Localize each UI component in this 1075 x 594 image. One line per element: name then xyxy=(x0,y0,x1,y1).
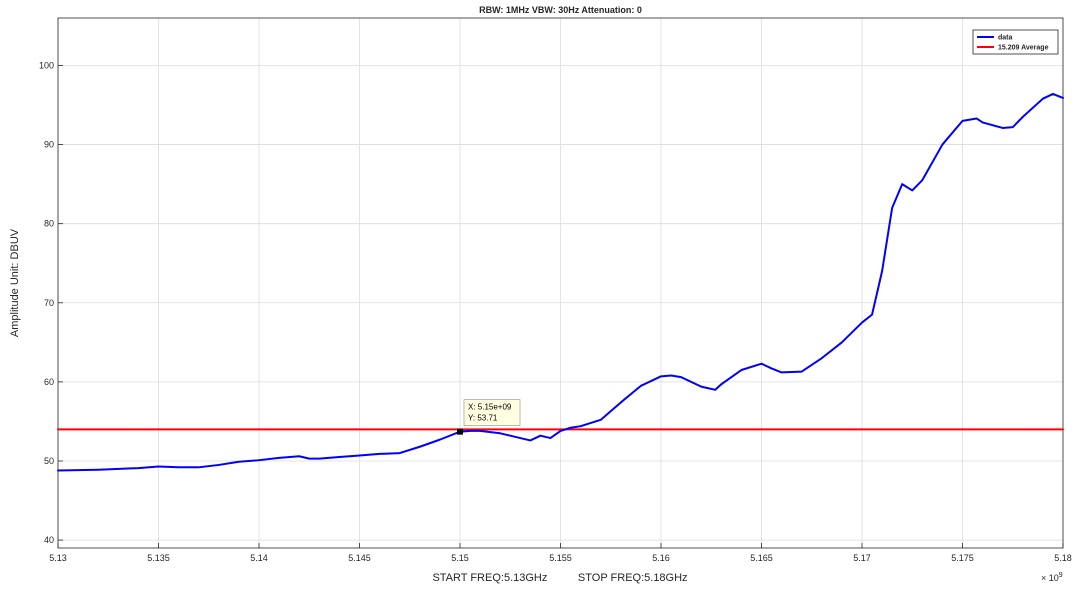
x-tick-label: 5.13 xyxy=(49,553,67,563)
x-tick-label: 5.16 xyxy=(652,553,670,563)
datatip-y-label: Y: 53.71 xyxy=(468,414,498,423)
x-tick-label: 5.175 xyxy=(951,553,974,563)
x-tick-label: 5.14 xyxy=(250,553,268,563)
legend-label-data: data xyxy=(998,35,1013,42)
datatip-layer[interactable]: X: 5.15e+09 Y: 53.71 xyxy=(457,399,521,435)
x-axis-exponent: × 109 xyxy=(1041,572,1063,583)
x-tick-label: 5.165 xyxy=(750,553,773,563)
datatip-x-label: X: 5.15e+09 xyxy=(468,403,512,412)
y-tick-label: 90 xyxy=(44,140,54,150)
x-tick-label: 5.17 xyxy=(853,553,871,563)
x-tick-label: 5.15 xyxy=(451,553,469,563)
x-tick-label: 5.155 xyxy=(549,553,572,563)
x-axis-label: START FREQ:5.13GHz STOP FREQ:5.18GHz xyxy=(432,572,687,584)
y-tick-label: 50 xyxy=(44,456,54,466)
x-exponent-power: 9 xyxy=(1059,572,1063,579)
y-axis-label: Amplitude Unit: DBUV xyxy=(9,228,21,337)
series-layer xyxy=(57,92,1064,472)
datatip-box xyxy=(463,399,521,426)
x-exponent-base: × 10 xyxy=(1041,573,1059,583)
x-tick-label: 5.145 xyxy=(348,553,371,563)
legend[interactable]: data 15.209 Average xyxy=(972,29,1059,55)
x-tick-label: 5.18 xyxy=(1054,553,1072,563)
x-tick-label: 5.135 xyxy=(147,553,170,563)
y-tick-label: 60 xyxy=(44,377,54,387)
y-tick-label: 100 xyxy=(39,60,54,70)
legend-label-average: 15.209 Average xyxy=(998,45,1049,52)
chart-title: RBW: 1MHz VBW: 30Hz Attenuation: 0 xyxy=(479,5,642,15)
legend-box xyxy=(972,29,1059,55)
y-tick-label: 40 xyxy=(44,535,54,545)
y-tick-label: 80 xyxy=(44,219,54,229)
series-line-data xyxy=(57,92,1064,472)
datatip-marker[interactable] xyxy=(457,428,463,435)
y-tick-label: 70 xyxy=(44,298,54,308)
ticks-layer: 5.13 5.135 5.14 5.145 5.15 5.155 5.16 5.165 5.17… xyxy=(39,60,1072,563)
